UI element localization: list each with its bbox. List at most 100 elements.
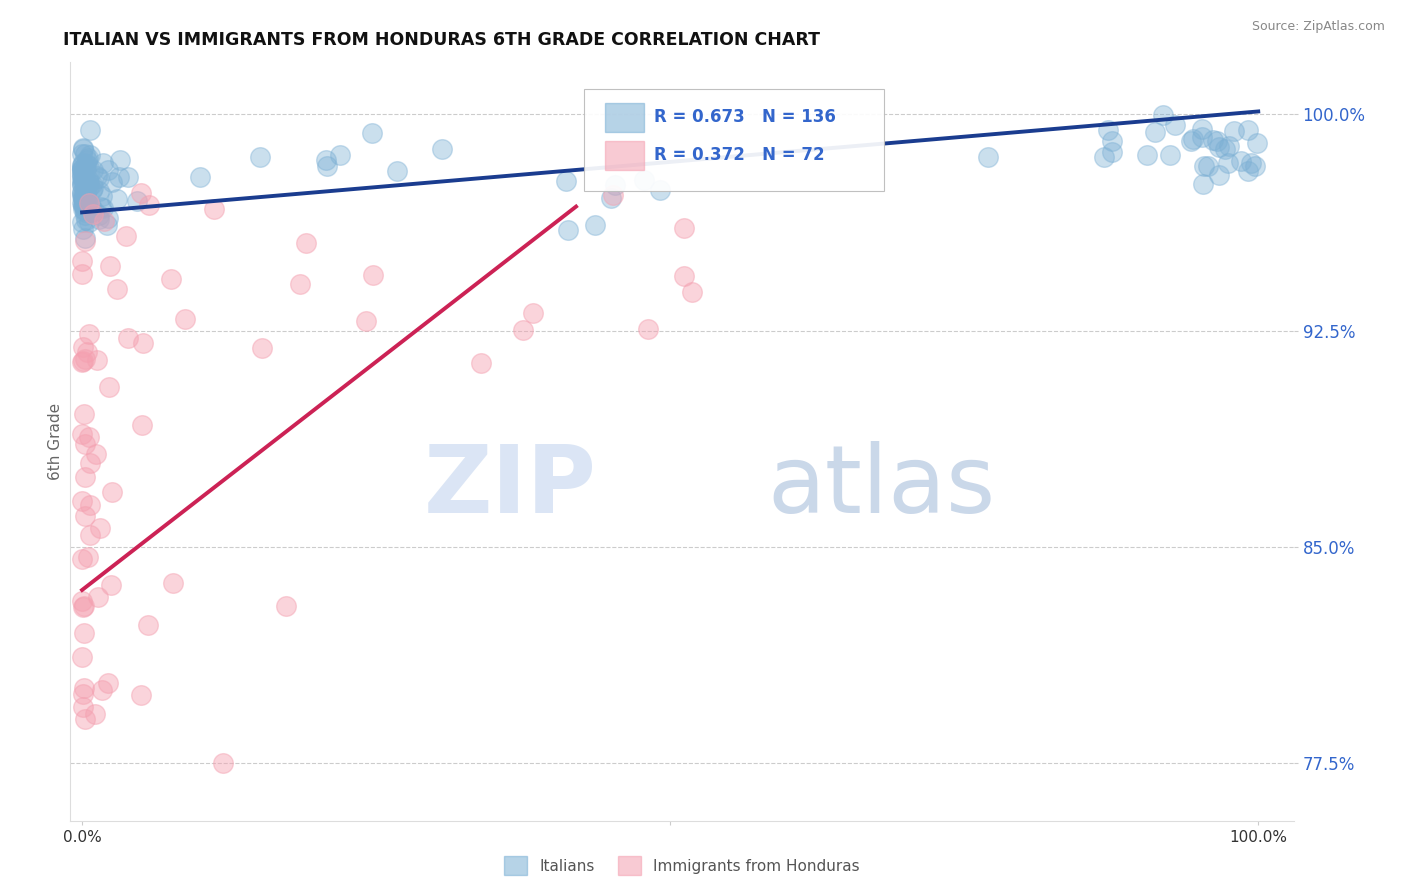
Point (108, 169, 131, 184)
Point (91, 682, 114, 697)
Point (70, 215, 93, 229)
Point (87, 184, 110, 198)
Point (76, 550, 98, 565)
Legend: Italians, Immigrants from Honduras: Italians, Immigrants from Honduras (498, 850, 866, 881)
Point (105, 282, 128, 296)
Point (72, 174, 94, 188)
Point (98, 259, 121, 273)
Point (114, 228, 136, 243)
Point (132, 336, 155, 351)
Point (72, 164, 94, 178)
Point (77, 151, 100, 165)
Point (363, 268, 385, 282)
FancyBboxPatch shape (583, 89, 884, 191)
Point (1246, 136, 1268, 150)
Point (70, 593, 93, 607)
Point (1213, 142, 1236, 156)
Point (75, 183, 97, 197)
Point (77, 326, 100, 341)
Point (1197, 160, 1219, 174)
Point (603, 178, 626, 192)
Point (131, 418, 153, 433)
Point (70, 178, 93, 192)
Point (75, 186, 97, 200)
Point (1205, 134, 1227, 148)
Point (583, 219, 606, 233)
Point (70, 159, 93, 173)
Point (96, 218, 118, 232)
Point (86, 353, 108, 368)
Point (108, 153, 131, 168)
Point (73, 625, 96, 640)
Point (72, 253, 94, 268)
Point (1159, 148, 1181, 162)
Point (72, 191, 94, 205)
Point (1101, 145, 1123, 160)
Point (79, 148, 101, 162)
Point (75, 189, 97, 203)
Point (600, 191, 623, 205)
Point (70, 166, 93, 180)
Point (72, 649, 94, 664)
Point (77, 430, 100, 444)
Point (512, 323, 534, 337)
Point (138, 198, 160, 212)
Point (72, 142, 94, 156)
Point (72, 353, 94, 368)
Point (1180, 134, 1202, 148)
Point (1229, 153, 1251, 168)
Point (73, 408, 96, 422)
Point (73, 187, 96, 202)
Point (91, 155, 114, 169)
Point (162, 576, 184, 591)
Point (361, 126, 384, 140)
Point (72, 202, 94, 216)
Point (75, 182, 97, 196)
Point (82, 181, 104, 195)
Point (557, 223, 579, 237)
Point (1223, 124, 1246, 138)
Point (288, 277, 311, 291)
Point (70, 355, 93, 369)
Point (89, 521, 111, 535)
Point (1192, 177, 1215, 191)
Point (70, 169, 93, 184)
Point (70, 169, 93, 183)
Point (79, 498, 101, 512)
Point (77, 172, 100, 186)
Point (72, 174, 94, 188)
Point (1216, 156, 1239, 170)
Point (72, 687, 94, 701)
Point (75, 157, 97, 171)
Point (72, 267, 94, 281)
Point (188, 170, 211, 185)
Point (274, 599, 297, 613)
Point (1191, 129, 1213, 144)
Point (136, 617, 159, 632)
Point (75, 469, 97, 483)
Point (1152, 108, 1174, 122)
Point (1236, 123, 1258, 137)
Point (82, 163, 104, 178)
Point (1208, 140, 1230, 154)
Point (77, 179, 100, 194)
Point (129, 688, 152, 702)
Point (79, 123, 101, 137)
Point (77, 158, 100, 172)
Point (1208, 168, 1230, 182)
Point (70, 552, 93, 566)
Point (79, 204, 101, 219)
Point (73, 437, 96, 451)
Point (681, 285, 703, 300)
Point (72, 199, 94, 213)
Point (1164, 118, 1187, 132)
Point (76, 178, 98, 192)
Text: ITALIAN VS IMMIGRANTS FROM HONDURAS 6TH GRADE CORRELATION CHART: ITALIAN VS IMMIGRANTS FROM HONDURAS 6TH … (63, 31, 820, 49)
Point (87, 170, 110, 185)
Point (1218, 139, 1240, 153)
Point (316, 160, 339, 174)
Point (294, 235, 316, 250)
Point (97, 675, 120, 690)
Text: ZIP: ZIP (423, 441, 596, 533)
Point (73, 230, 96, 244)
